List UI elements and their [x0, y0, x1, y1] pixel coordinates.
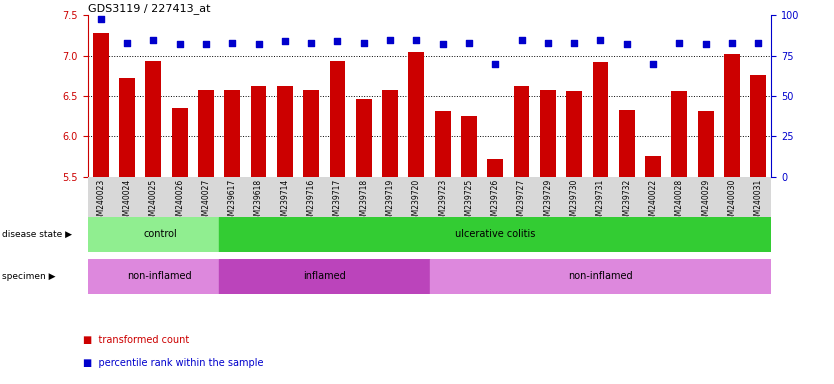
Bar [751, 75, 766, 177]
Point [120, 40, 133, 46]
Bar [619, 110, 635, 177]
Text: GSM239730: GSM239730 [570, 179, 579, 225]
Text: GSM239720: GSM239720 [412, 179, 421, 225]
Text: GSM239726: GSM239726 [490, 179, 500, 225]
Text: control: control [143, 229, 177, 239]
Text: ■  transformed count: ■ transformed count [83, 335, 189, 345]
Point [94, 15, 108, 22]
Text: disease state ▶: disease state ▶ [2, 230, 72, 239]
Bar [698, 111, 714, 177]
Text: GSM239731: GSM239731 [596, 179, 605, 225]
Bar [251, 86, 266, 177]
Point [751, 40, 765, 46]
Text: GSM240029: GSM240029 [701, 179, 711, 225]
Text: GSM240022: GSM240022 [649, 179, 657, 225]
Point [357, 40, 370, 46]
Point [384, 36, 397, 43]
Point [594, 36, 607, 43]
Text: GSM240025: GSM240025 [148, 179, 158, 225]
Text: GSM240030: GSM240030 [727, 179, 736, 225]
Bar [487, 159, 503, 177]
Text: GSM240026: GSM240026 [175, 179, 184, 225]
Bar [88, 259, 219, 294]
Bar [593, 62, 608, 177]
Text: GSM239719: GSM239719 [385, 179, 394, 225]
Text: specimen ▶: specimen ▶ [2, 272, 55, 281]
Bar [93, 33, 108, 177]
Bar [461, 116, 477, 177]
Text: GSM240031: GSM240031 [754, 179, 763, 225]
Point [726, 40, 739, 46]
Text: GSM240027: GSM240027 [202, 179, 210, 225]
Text: GSM240028: GSM240028 [675, 179, 684, 225]
Text: GSM239729: GSM239729 [544, 179, 552, 225]
Bar [198, 90, 214, 177]
Bar [671, 91, 687, 177]
Bar [566, 91, 582, 177]
Text: GSM239727: GSM239727 [517, 179, 526, 225]
Bar [409, 52, 425, 177]
Point [225, 40, 239, 46]
Bar [277, 86, 293, 177]
Bar [356, 99, 372, 177]
Text: GSM240024: GSM240024 [123, 179, 132, 225]
Text: GSM239714: GSM239714 [280, 179, 289, 225]
Text: GSM239716: GSM239716 [307, 179, 315, 225]
Bar [514, 86, 530, 177]
Text: ■  percentile rank within the sample: ■ percentile rank within the sample [83, 358, 264, 368]
Text: non-inflamed: non-inflamed [128, 271, 192, 281]
Point [331, 38, 344, 44]
Point [699, 41, 712, 48]
Bar [382, 89, 398, 177]
Text: non-inflamed: non-inflamed [568, 271, 633, 281]
Bar [646, 157, 661, 177]
Point [304, 40, 318, 46]
Point [541, 40, 555, 46]
Text: ulcerative colitis: ulcerative colitis [455, 229, 535, 239]
Bar [119, 78, 135, 177]
Point [409, 36, 423, 43]
Bar [435, 111, 450, 177]
Bar [145, 61, 161, 177]
Bar [224, 90, 240, 177]
Point [199, 41, 213, 48]
Point [173, 41, 186, 48]
Point [147, 36, 160, 43]
Bar [172, 108, 188, 177]
Bar [88, 217, 219, 252]
Bar [430, 259, 771, 294]
Point [436, 41, 450, 48]
Text: GSM239617: GSM239617 [228, 179, 237, 225]
Text: GDS3119 / 227413_at: GDS3119 / 227413_at [88, 3, 210, 14]
Point [252, 41, 265, 48]
Text: GSM239718: GSM239718 [359, 179, 369, 225]
Point [489, 61, 502, 67]
Bar [219, 259, 430, 294]
Text: GSM239723: GSM239723 [438, 179, 447, 225]
Text: GSM239725: GSM239725 [465, 179, 474, 225]
Text: GSM239732: GSM239732 [622, 179, 631, 225]
Text: GSM240023: GSM240023 [96, 179, 105, 225]
Point [462, 40, 475, 46]
Bar [329, 61, 345, 177]
Point [279, 38, 292, 44]
Bar [540, 89, 555, 177]
Point [567, 40, 580, 46]
Bar [219, 217, 771, 252]
Text: GSM239618: GSM239618 [254, 179, 263, 225]
Point [620, 41, 634, 48]
Text: inflamed: inflamed [303, 271, 345, 281]
Point [673, 40, 686, 46]
Bar [304, 89, 319, 177]
Point [515, 36, 528, 43]
Bar [724, 54, 740, 177]
Point [646, 61, 660, 67]
Text: GSM239717: GSM239717 [333, 179, 342, 225]
